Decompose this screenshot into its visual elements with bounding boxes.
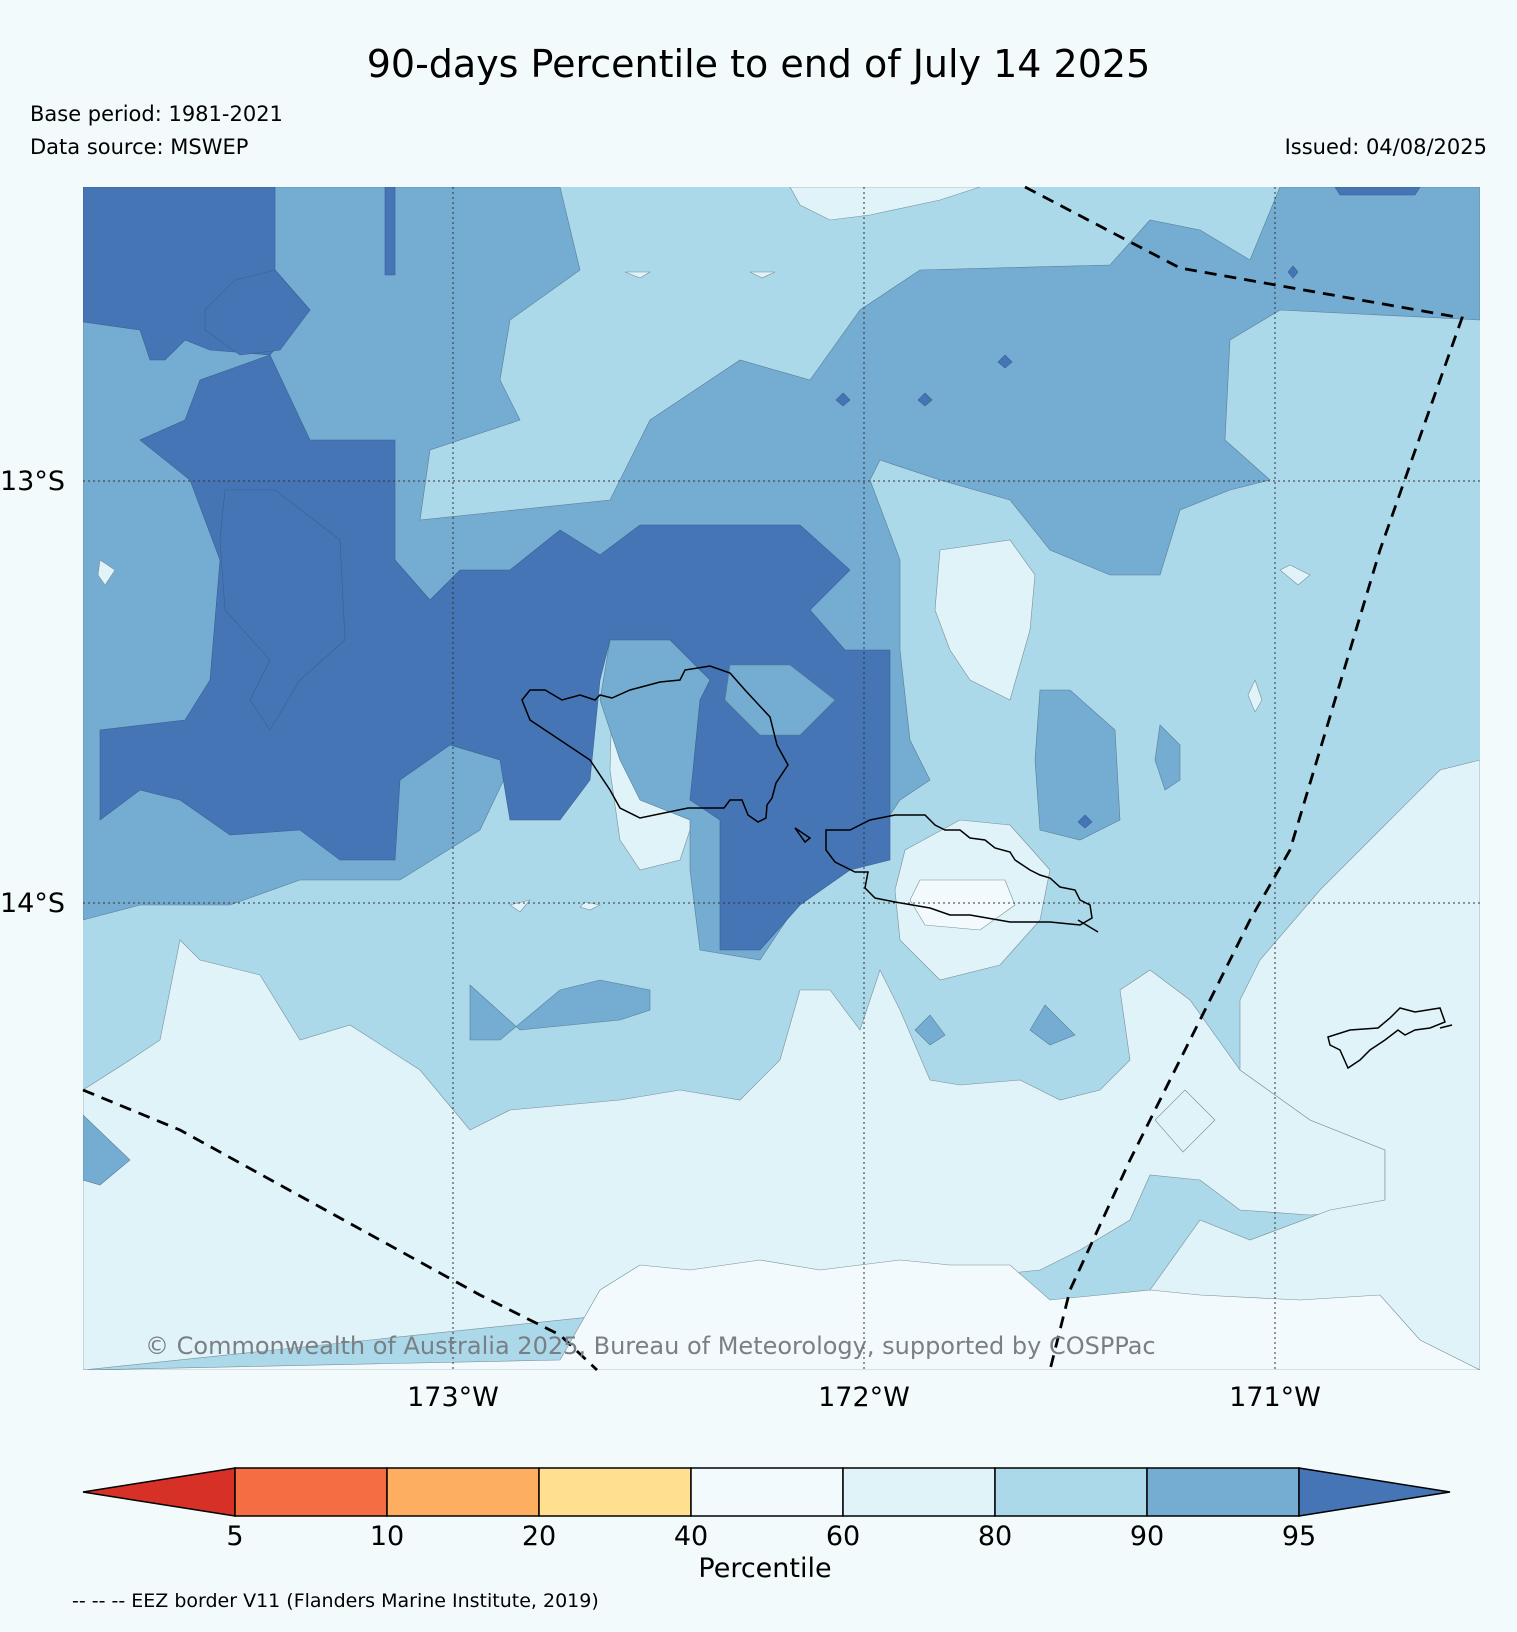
savaii-island xyxy=(521,665,789,823)
zone-90-95-inner xyxy=(724,664,836,736)
colorbar-cell xyxy=(234,1467,388,1517)
colorbar: 5 10 20 40 60 80 90 95 xyxy=(82,1467,1451,1552)
tutuila-island xyxy=(1327,1007,1446,1070)
eez-border xyxy=(82,185,1464,1372)
colorbar-cell xyxy=(690,1467,844,1517)
colorbar-tick-label: 40 xyxy=(674,1521,708,1552)
map-title: 90-days Percentile to end of July 14 202… xyxy=(366,42,1151,86)
base-period-label: Base period: 1981-2021 xyxy=(30,102,283,126)
issued-date-label: Issued: 04/08/2025 xyxy=(1284,135,1487,159)
data-source-label: Data source: MSWEP xyxy=(30,135,249,159)
colorbar-arrow-high xyxy=(1298,1467,1451,1517)
coastline xyxy=(521,665,1453,1070)
lon-label-172w: 172°W xyxy=(818,1382,910,1413)
colorbar-tick-label: 10 xyxy=(370,1521,404,1552)
copyright-notice: © Commonwealth of Australia 2025, Bureau… xyxy=(145,1332,1156,1360)
upolu-island xyxy=(825,814,1093,926)
lon-label-171w: 171°W xyxy=(1229,1382,1321,1413)
colorbar-cell xyxy=(538,1467,692,1517)
colorbar-cell xyxy=(994,1467,1148,1517)
manono-island xyxy=(794,827,812,844)
colorbar-cell xyxy=(1146,1467,1300,1517)
colorbar-arrow-low xyxy=(82,1467,236,1517)
colorbar-tick-label: 20 xyxy=(522,1521,556,1552)
colorbar-cell xyxy=(386,1467,540,1517)
colorbar-cell xyxy=(842,1467,996,1517)
lat-label-14s: 14°S xyxy=(0,888,65,919)
graticule xyxy=(83,187,1480,1370)
colorbar-tick-label: 5 xyxy=(226,1521,243,1552)
lat-label-13s: 13°S xyxy=(0,466,65,497)
lon-label-173w: 173°W xyxy=(407,1382,499,1413)
colorbar-tick-label: 60 xyxy=(826,1521,860,1552)
percentile-map: 13°S 14°S 173°W 172°W 171°W © Commonweal… xyxy=(0,185,1480,1413)
colorbar-tick-label: 80 xyxy=(978,1521,1012,1552)
colorbar-title: Percentile xyxy=(698,1553,832,1584)
colorbar-tick-label: 90 xyxy=(1130,1521,1164,1552)
eez-legend-note: -- -- -- EEZ border V11 (Flanders Marine… xyxy=(72,1590,599,1612)
colorbar-tick-label: 95 xyxy=(1282,1521,1316,1552)
